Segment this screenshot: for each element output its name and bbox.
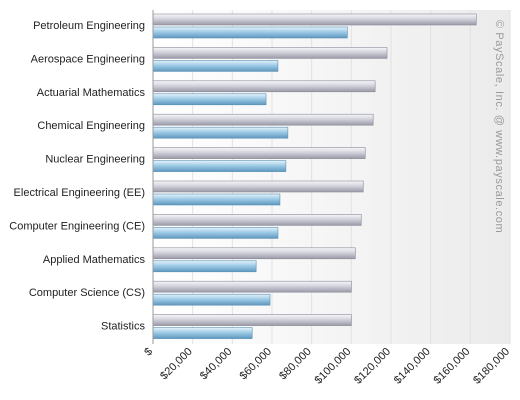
bar-series-1 [152,314,352,326]
x-tick-label: $100,000 [313,346,354,387]
category-label: Petroleum Engineering [33,20,145,32]
bar-series-2 [152,26,348,39]
x-tick-label: $80,000 [277,346,314,383]
category-labels: Petroleum Engineering Aerospace Engineeri… [9,20,145,333]
bar-series-2 [152,327,253,339]
bar-series-1 [152,80,376,93]
category-label: Electrical Engineering (EE) [14,187,145,199]
bar-series-2 [152,93,267,106]
bar-series-1 [152,180,364,193]
category-label: Statistics [101,321,146,333]
bar-series-1 [152,280,352,293]
category-label: Computer Engineering (CE) [9,220,145,232]
x-tick-label: $140,000 [392,346,433,387]
x-tick-label: $60,000 [238,346,275,383]
bar-series-1 [152,247,356,260]
bar-series-1 [152,47,388,59]
bar-series-2 [152,126,289,139]
category-label: Applied Mathematics [43,254,146,266]
x-tick-labels: $ $20,000 $40,000 $60,000 $80,000$100,000$12… [142,346,512,387]
x-tick-label: $160,000 [432,346,473,387]
bar-series-1 [152,113,374,126]
bar-series-1 [152,13,477,26]
bar-series-2 [152,260,257,273]
bar-series-1 [152,214,362,226]
bar-series-2 [152,160,287,172]
bar-series-2 [152,227,279,239]
x-tick-label: $120,000 [352,346,393,387]
category-label: Actuarial Mathematics [37,87,146,99]
category-label: Chemical Engineering [37,120,145,132]
x-tick-label: $20,000 [158,346,195,383]
bar-series-2 [152,193,281,206]
watermark-text: © PayScale, Inc. @ www.payscale.com [493,20,505,233]
x-tick-label: $180,000 [471,346,512,387]
x-tick-label: $ [142,346,155,359]
category-label: Nuclear Engineering [45,154,145,166]
bar-series-2 [152,293,271,306]
bar-series-2 [152,60,279,72]
category-label: Aerospace Engineering [31,53,145,65]
plot-background [153,10,510,344]
x-tick-label: $40,000 [198,346,235,383]
category-label: Computer Science (CS) [29,287,145,299]
bar-series-1 [152,147,366,159]
